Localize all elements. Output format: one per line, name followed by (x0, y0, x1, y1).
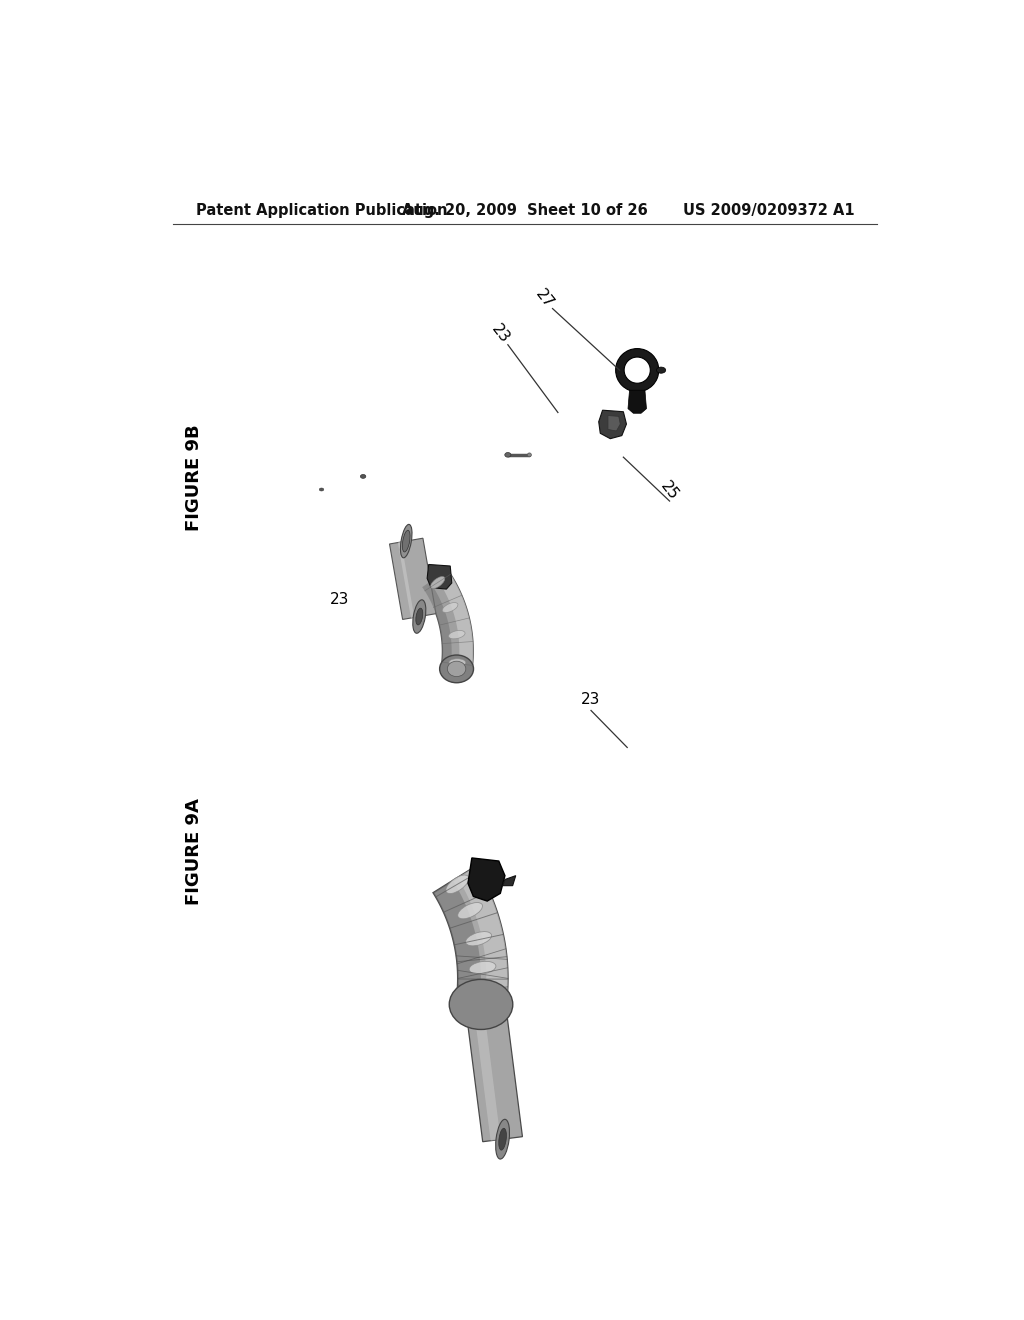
Ellipse shape (499, 1129, 507, 1150)
Ellipse shape (527, 453, 531, 457)
Text: Aug. 20, 2009  Sheet 10 of 26: Aug. 20, 2009 Sheet 10 of 26 (402, 203, 647, 218)
Text: 25: 25 (657, 479, 681, 503)
Polygon shape (503, 875, 516, 886)
Ellipse shape (400, 524, 412, 558)
Polygon shape (422, 582, 452, 668)
Polygon shape (422, 569, 473, 671)
Ellipse shape (445, 875, 469, 894)
Text: 23: 23 (331, 593, 349, 607)
Ellipse shape (656, 367, 666, 374)
Text: 27: 27 (532, 288, 557, 312)
Ellipse shape (430, 577, 444, 589)
Ellipse shape (447, 661, 466, 677)
Text: Patent Application Publication: Patent Application Publication (196, 203, 447, 218)
Text: 23: 23 (488, 322, 512, 346)
Polygon shape (599, 411, 627, 438)
Polygon shape (433, 866, 508, 1008)
Ellipse shape (458, 903, 482, 919)
Ellipse shape (505, 453, 511, 457)
Ellipse shape (468, 991, 496, 1003)
Polygon shape (458, 866, 508, 1008)
Ellipse shape (469, 961, 496, 974)
Ellipse shape (449, 631, 465, 639)
Text: FIGURE 9A: FIGURE 9A (184, 799, 203, 904)
Ellipse shape (449, 659, 466, 667)
Text: 23: 23 (582, 692, 601, 708)
Polygon shape (436, 569, 473, 671)
Polygon shape (398, 543, 415, 618)
Ellipse shape (442, 602, 458, 612)
Polygon shape (475, 1019, 501, 1140)
Ellipse shape (416, 609, 423, 624)
Polygon shape (628, 391, 646, 413)
Polygon shape (468, 858, 505, 902)
Ellipse shape (466, 932, 492, 946)
Text: FIGURE 9B: FIGURE 9B (184, 425, 203, 531)
Ellipse shape (319, 488, 324, 491)
Polygon shape (467, 1016, 522, 1142)
Ellipse shape (360, 474, 366, 478)
Polygon shape (608, 416, 621, 430)
Ellipse shape (402, 531, 410, 552)
Text: US 2009/0209372 A1: US 2009/0209372 A1 (683, 203, 854, 218)
Ellipse shape (439, 655, 473, 682)
Polygon shape (433, 880, 481, 1005)
Ellipse shape (496, 1119, 510, 1159)
Ellipse shape (450, 979, 513, 1030)
Polygon shape (389, 539, 436, 619)
Ellipse shape (413, 599, 426, 634)
Polygon shape (427, 565, 452, 589)
